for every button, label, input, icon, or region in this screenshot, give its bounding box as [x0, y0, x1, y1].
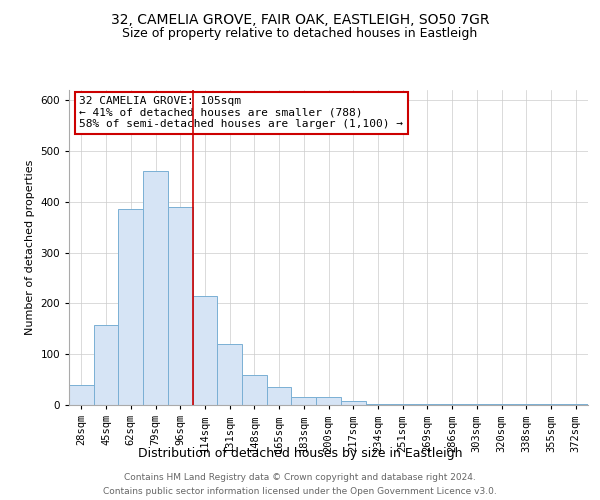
Text: Size of property relative to detached houses in Eastleigh: Size of property relative to detached ho…: [122, 28, 478, 40]
Bar: [118, 210, 143, 405]
Bar: [316, 398, 341, 405]
Text: Distribution of detached houses by size in Eastleigh: Distribution of detached houses by size …: [138, 448, 462, 460]
Bar: [390, 404, 415, 405]
Text: Contains public sector information licensed under the Open Government Licence v3: Contains public sector information licen…: [103, 488, 497, 496]
Bar: [217, 344, 242, 405]
Bar: [563, 404, 588, 405]
Bar: [539, 404, 563, 405]
Bar: [193, 296, 217, 405]
Bar: [464, 404, 489, 405]
Bar: [440, 404, 464, 405]
Bar: [514, 404, 539, 405]
Bar: [168, 207, 193, 405]
Text: Contains HM Land Registry data © Crown copyright and database right 2024.: Contains HM Land Registry data © Crown c…: [124, 472, 476, 482]
Text: 32 CAMELIA GROVE: 105sqm
← 41% of detached houses are smaller (788)
58% of semi-: 32 CAMELIA GROVE: 105sqm ← 41% of detach…: [79, 96, 403, 130]
Bar: [267, 387, 292, 405]
Bar: [242, 374, 267, 405]
Bar: [143, 172, 168, 405]
Y-axis label: Number of detached properties: Number of detached properties: [25, 160, 35, 335]
Bar: [292, 398, 316, 405]
Bar: [341, 402, 365, 405]
Text: 32, CAMELIA GROVE, FAIR OAK, EASTLEIGH, SO50 7GR: 32, CAMELIA GROVE, FAIR OAK, EASTLEIGH, …: [111, 12, 489, 26]
Bar: [365, 404, 390, 405]
Bar: [94, 324, 118, 405]
Bar: [415, 404, 440, 405]
Bar: [489, 404, 514, 405]
Bar: [69, 384, 94, 405]
